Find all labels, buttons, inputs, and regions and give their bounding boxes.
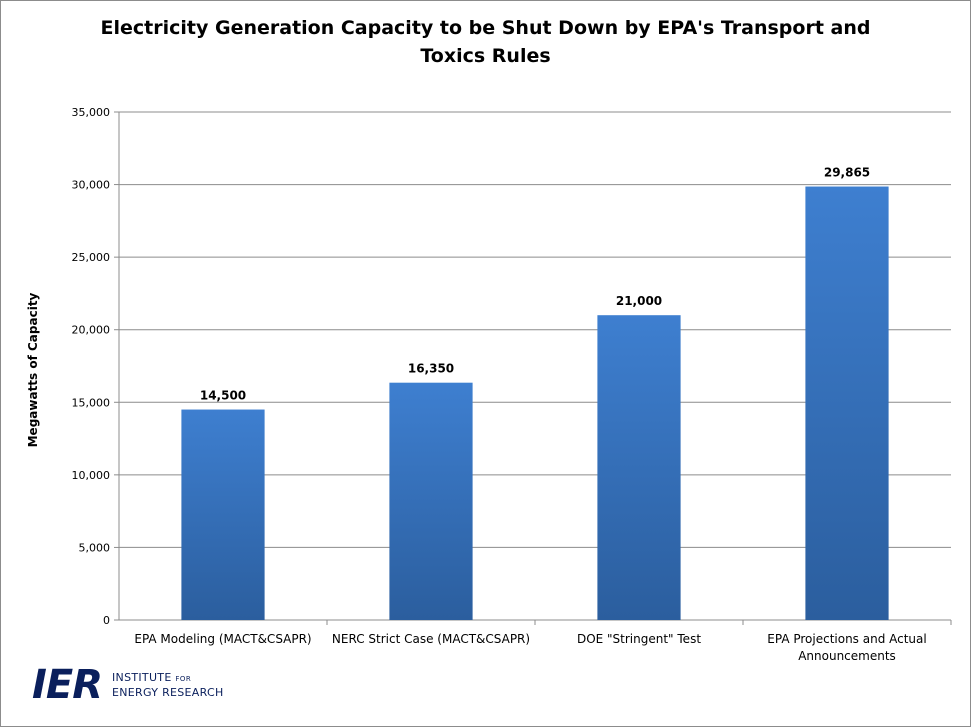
y-tick-label: 20,000 xyxy=(72,324,111,337)
bars xyxy=(181,186,889,620)
data-label: 14,500 xyxy=(200,389,246,403)
ier-logo-line-1: INSTITUTE FOR xyxy=(112,671,224,686)
x-tick-label: DOE "Stringent" Test xyxy=(577,632,701,646)
chart-title: Electricity Generation Capacity to be Sh… xyxy=(0,14,971,70)
x-tick-label: NERC Strict Case (MACT&CSAPR) xyxy=(332,632,530,646)
data-label: 21,000 xyxy=(616,294,662,308)
ier-logo-text: INSTITUTE FOR ENERGY RESEARCH xyxy=(112,671,224,699)
x-tick-label: EPA Projections and Actual xyxy=(767,632,926,646)
y-tick-label: 30,000 xyxy=(72,179,111,192)
bar xyxy=(181,409,265,620)
ier-logo: IER INSTITUTE FOR ENERGY RESEARCH xyxy=(32,664,224,706)
y-tick-label: 0 xyxy=(103,614,110,627)
bar xyxy=(389,382,473,620)
ier-logo-line-2: ENERGY RESEARCH xyxy=(112,686,224,699)
y-tick-label: 10,000 xyxy=(72,469,111,482)
y-tick-label: 5,000 xyxy=(79,541,111,554)
x-tick-label: Announcements xyxy=(798,649,896,663)
y-tick-label: 35,000 xyxy=(72,106,111,119)
data-label: 16,350 xyxy=(408,362,454,376)
data-label: 29,865 xyxy=(824,166,870,180)
ier-logo-mark: IER xyxy=(32,662,103,708)
labels: 0 5,000 10,000 15,000 20,000 25,000 30,000 35,0… xyxy=(72,106,927,663)
ier-logo-institute: INSTITUTE xyxy=(112,671,172,684)
y-tick-label: 25,000 xyxy=(72,251,111,264)
bar xyxy=(805,186,889,620)
chart-title-line-1: Electricity Generation Capacity to be Sh… xyxy=(100,17,871,39)
x-tick-label: EPA Modeling (MACT&CSAPR) xyxy=(134,632,311,646)
ier-logo-for: FOR xyxy=(175,675,192,683)
bar xyxy=(597,315,681,620)
chart-title-line-2: Toxics Rules xyxy=(420,45,551,67)
y-tick-label: 15,000 xyxy=(72,396,111,409)
